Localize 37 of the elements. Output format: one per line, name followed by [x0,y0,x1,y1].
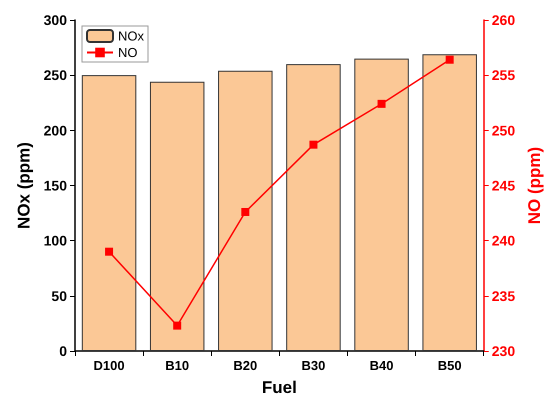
y2-tick-label: 250 [492,122,516,138]
y-tick-label: 100 [44,232,68,249]
bar [150,82,204,351]
point [105,248,114,256]
bar [422,54,477,351]
y2-tick-label: 240 [492,232,516,249]
bar [286,64,341,351]
x-tick-label: D100 [94,358,125,373]
y2-tick-label: 245 [492,178,516,194]
y2-tick-label: 235 [492,288,516,304]
y2-tick-label: 260 [492,12,516,28]
y2-axis-title: NO (ppm) [525,146,544,224]
legend-label: NOx [118,28,144,44]
y2-tick-label: 230 [492,343,516,359]
legend-label: NO [118,45,138,60]
point [241,208,250,216]
bar [218,70,273,351]
x-axis-title: Fuel [262,378,297,397]
x-tick-label: B10 [165,358,190,373]
x-tick-label: B40 [370,358,394,373]
y-tick-label: 0 [59,343,68,359]
point [446,56,454,64]
y-axis-title: NOx (ppm) [14,142,34,229]
x-tick-label: B30 [302,358,326,373]
bar [354,58,409,351]
y-tick-label: 200 [44,122,68,138]
point [173,322,182,330]
x-tick-label: B20 [233,358,258,373]
y-tick-label: 300 [44,12,68,28]
y-tick-label: 150 [44,178,68,194]
y-tick-label: 250 [44,67,68,84]
y2-tick-label: 255 [492,67,516,84]
point [378,100,386,108]
point [309,140,318,149]
bar [82,75,136,351]
y-tick-label: 50 [51,288,68,304]
x-tick-label: B50 [438,358,462,373]
